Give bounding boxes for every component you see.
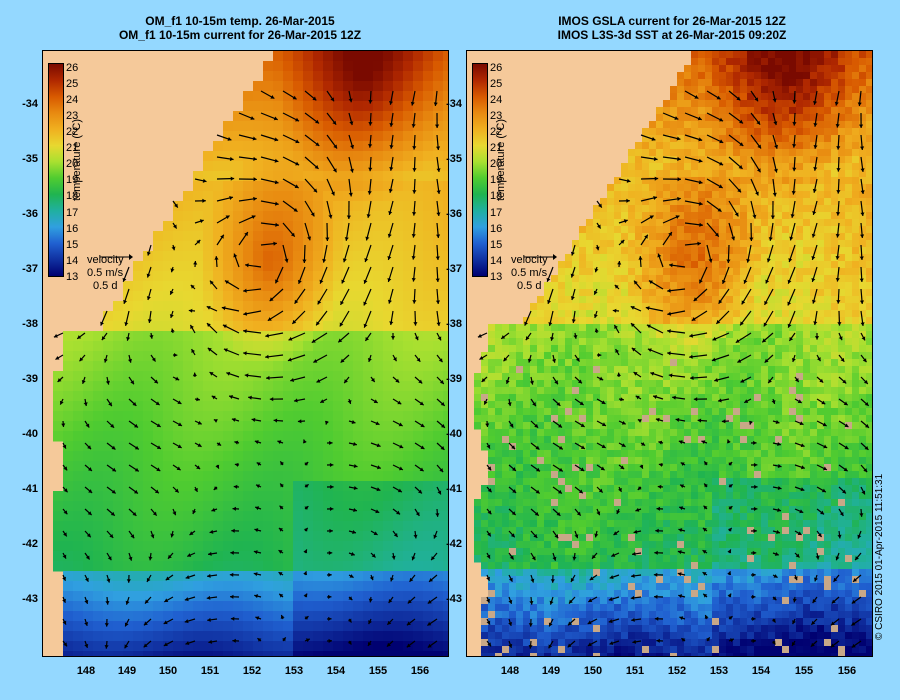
colorbar-tick-label: 13 (66, 272, 78, 283)
right-velocity-arrow-icon (523, 254, 557, 260)
right-colorbar-title: temperature (°C) (495, 119, 507, 201)
y-tick-label: -39 (4, 373, 38, 385)
y-tick-label: -37 (4, 263, 38, 275)
right-title-line2: IMOS L3S-3d SST at 26-Mar-2015 09:20Z (462, 28, 882, 42)
left-map[interactable]: 26 25 24 23 22 21 20 19 18 17 16 15 14 13 temperature… (42, 50, 449, 657)
y-tick-label: -35 (4, 153, 38, 165)
right-map[interactable]: 26 25 24 23 22 21 20 19 18 17 16 15 14 13 temperature… (466, 50, 873, 657)
x-tick-label: 150 (153, 665, 183, 677)
left-title-line1: OM_f1 10-15m temp. 26-Mar-2015 (30, 14, 450, 28)
x-tick-label: 149 (536, 665, 566, 677)
left-colorbar-title: temperature (°C) (71, 119, 83, 201)
colorbar-tick-label: 24 (66, 95, 78, 106)
colorbar-tick-label: 17 (490, 208, 502, 219)
y-tick-label: -34 (4, 98, 38, 110)
colorbar-tick-label: 25 (66, 79, 78, 90)
colorbar-tick-label: 16 (66, 224, 78, 235)
colorbar-tick-label: 24 (490, 95, 502, 106)
y-tick-label: -38 (4, 318, 38, 330)
colorbar-tick-label: 15 (66, 240, 78, 251)
y-tick-label: -43 (428, 593, 462, 605)
x-tick-label: 154 (746, 665, 776, 677)
x-tick-label: 153 (279, 665, 309, 677)
y-tick-label: -42 (428, 538, 462, 550)
x-tick-label: 152 (237, 665, 267, 677)
x-tick-label: 151 (195, 665, 225, 677)
y-tick-label: -38 (428, 318, 462, 330)
x-tick-label: 150 (578, 665, 608, 677)
x-tick-label: 148 (71, 665, 101, 677)
y-tick-label: -36 (4, 208, 38, 220)
colorbar-tick-label: 26 (490, 63, 502, 74)
x-tick-label: 152 (662, 665, 692, 677)
right-velocity-speed: 0.5 m/s (511, 267, 548, 280)
left-velocity-speed: 0.5 m/s (87, 267, 124, 280)
left-velocity-arrow-icon (99, 254, 133, 260)
x-tick-label: 156 (405, 665, 435, 677)
x-tick-label: 155 (363, 665, 393, 677)
right-panel-title: IMOS GSLA current for 26-Mar-2015 12Z IM… (462, 14, 882, 42)
left-title-line2: OM_f1 10-15m current for 26-Mar-2015 12Z (30, 28, 450, 42)
y-tick-label: -36 (428, 208, 462, 220)
right-map-field (467, 51, 872, 656)
colorbar-tick-label: 14 (66, 256, 78, 267)
left-colorbar (48, 63, 64, 277)
x-tick-label: 153 (704, 665, 734, 677)
colorbar-tick-label: 14 (490, 256, 502, 267)
y-tick-label: -41 (428, 483, 462, 495)
x-tick-label: 149 (112, 665, 142, 677)
y-tick-label: -43 (4, 593, 38, 605)
left-map-field (43, 51, 448, 656)
y-tick-label: -35 (428, 153, 462, 165)
colorbar-tick-label: 25 (490, 79, 502, 90)
copyright-note: © CSIRO 2015 01-Apr-2015 11:51:31 (874, 474, 885, 640)
x-tick-label: 151 (620, 665, 650, 677)
colorbar-tick-label: 17 (66, 208, 78, 219)
x-tick-label: 155 (789, 665, 819, 677)
left-velocity-time: 0.5 d (87, 280, 124, 293)
y-tick-label: -41 (4, 483, 38, 495)
x-tick-label: 156 (832, 665, 862, 677)
left-panel-title: OM_f1 10-15m temp. 26-Mar-2015 OM_f1 10-… (30, 14, 450, 42)
colorbar-tick-label: 26 (66, 63, 78, 74)
right-colorbar (472, 63, 488, 277)
y-tick-label: -40 (4, 428, 38, 440)
y-tick-label: -34 (428, 98, 462, 110)
x-tick-label: 154 (321, 665, 351, 677)
y-tick-label: -37 (428, 263, 462, 275)
y-tick-label: -39 (428, 373, 462, 385)
y-tick-label: -40 (428, 428, 462, 440)
left-velocity-legend: velocity 0.5 m/s 0.5 d (87, 254, 124, 293)
x-tick-label: 148 (495, 665, 525, 677)
right-velocity-time: 0.5 d (511, 280, 548, 293)
right-title-line1: IMOS GSLA current for 26-Mar-2015 12Z (462, 14, 882, 28)
colorbar-tick-label: 15 (490, 240, 502, 251)
colorbar-tick-label: 13 (490, 272, 502, 283)
right-velocity-legend: velocity 0.5 m/s 0.5 d (511, 254, 548, 293)
colorbar-tick-label: 16 (490, 224, 502, 235)
y-tick-label: -42 (4, 538, 38, 550)
